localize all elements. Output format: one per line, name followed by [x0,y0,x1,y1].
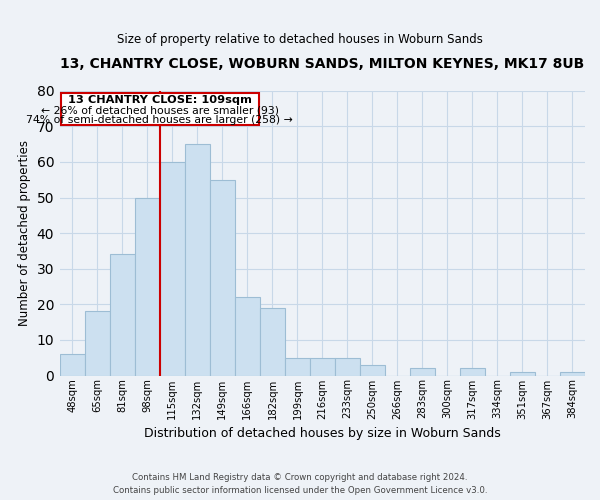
Y-axis label: Number of detached properties: Number of detached properties [18,140,31,326]
Bar [60,354,85,376]
Text: ← 26% of detached houses are smaller (93): ← 26% of detached houses are smaller (93… [41,106,279,116]
Bar [410,368,435,376]
FancyBboxPatch shape [61,92,259,124]
Bar [560,372,585,376]
Bar [310,358,335,376]
Bar [235,297,260,376]
Bar [210,180,235,376]
Text: Size of property relative to detached houses in Woburn Sands: Size of property relative to detached ho… [117,32,483,46]
Bar [360,365,385,376]
Text: Contains HM Land Registry data © Crown copyright and database right 2024.
Contai: Contains HM Land Registry data © Crown c… [113,473,487,495]
Bar [285,358,310,376]
X-axis label: Distribution of detached houses by size in Woburn Sands: Distribution of detached houses by size … [144,427,501,440]
Bar [335,358,360,376]
Text: 74% of semi-detached houses are larger (258) →: 74% of semi-detached houses are larger (… [26,116,293,126]
Bar [110,254,135,376]
Bar [85,312,110,376]
Bar [260,308,285,376]
Bar [460,368,485,376]
Text: 13 CHANTRY CLOSE: 109sqm: 13 CHANTRY CLOSE: 109sqm [68,96,252,106]
Bar [510,372,535,376]
Bar [160,162,185,376]
Title: 13, CHANTRY CLOSE, WOBURN SANDS, MILTON KEYNES, MK17 8UB: 13, CHANTRY CLOSE, WOBURN SANDS, MILTON … [60,58,584,71]
Bar [185,144,210,376]
Bar [135,198,160,376]
